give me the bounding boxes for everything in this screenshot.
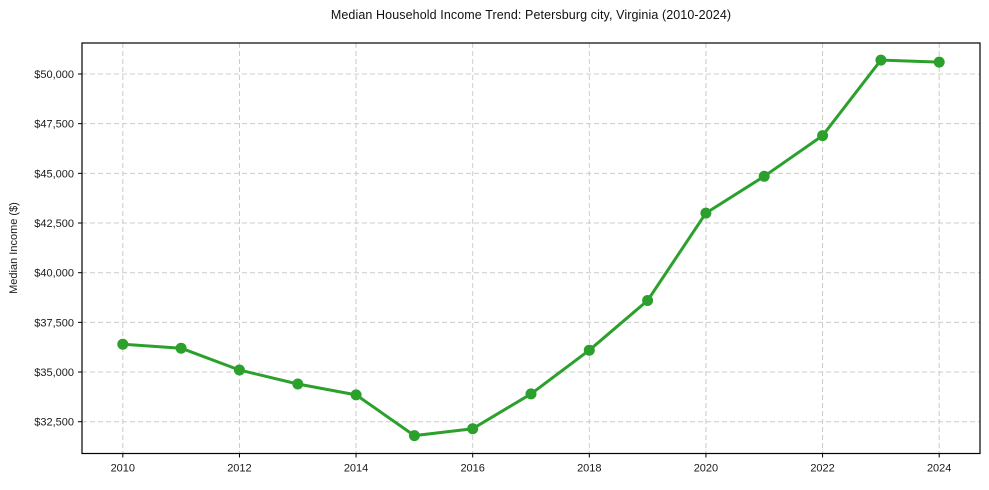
plot-border bbox=[81, 42, 981, 455]
data-point-2020 bbox=[700, 207, 712, 219]
data-point-2019 bbox=[642, 295, 654, 306]
income-line-series bbox=[117, 54, 945, 442]
y-tick-label: $42,500 bbox=[34, 218, 74, 230]
data-point-2023 bbox=[875, 54, 887, 66]
trend-line bbox=[121, 58, 941, 438]
x-tick-label: 2016 bbox=[460, 463, 484, 475]
y-tick-label: $47,500 bbox=[34, 119, 74, 131]
data-point-2012 bbox=[233, 364, 245, 376]
y-tick-label: $35,000 bbox=[34, 367, 74, 379]
x-tick-label: 2020 bbox=[694, 463, 718, 475]
data-point-2010 bbox=[117, 338, 129, 350]
data-point-2014 bbox=[350, 389, 362, 401]
x-tick-label: 2024 bbox=[927, 463, 951, 475]
y-tick-label: $32,500 bbox=[34, 417, 74, 429]
axis-ticks bbox=[78, 73, 940, 458]
y-axis-title: Median Income ($) bbox=[8, 202, 20, 294]
axes-spines bbox=[81, 42, 981, 455]
chart-title: Median Household Income Trend: Petersbur… bbox=[330, 8, 732, 22]
data-point-2011 bbox=[175, 342, 187, 354]
data-point-2022 bbox=[817, 130, 829, 142]
y-tick-label: $45,000 bbox=[34, 168, 74, 180]
y-tick-label: $37,500 bbox=[34, 317, 74, 329]
x-tick-label: 2014 bbox=[344, 463, 368, 475]
data-point-2018 bbox=[583, 344, 595, 356]
data-point-2015 bbox=[408, 430, 420, 442]
y-tick-label: $50,000 bbox=[34, 69, 74, 81]
x-tick-label: 2022 bbox=[810, 463, 834, 475]
data-point-2013 bbox=[292, 378, 304, 390]
data-point-2021 bbox=[758, 170, 770, 182]
x-tick-label: 2012 bbox=[227, 463, 251, 475]
y-tick-label: $40,000 bbox=[34, 268, 74, 280]
data-point-2017 bbox=[525, 388, 537, 400]
x-tick-label: 2018 bbox=[577, 463, 601, 475]
x-tick-label: 2010 bbox=[111, 463, 135, 475]
data-point-2024 bbox=[933, 56, 945, 68]
data-point-2016 bbox=[467, 423, 479, 435]
tick-labels: $32,500 $35,000 $37,500 $40,000 $42,500 $45,0… bbox=[34, 69, 951, 475]
